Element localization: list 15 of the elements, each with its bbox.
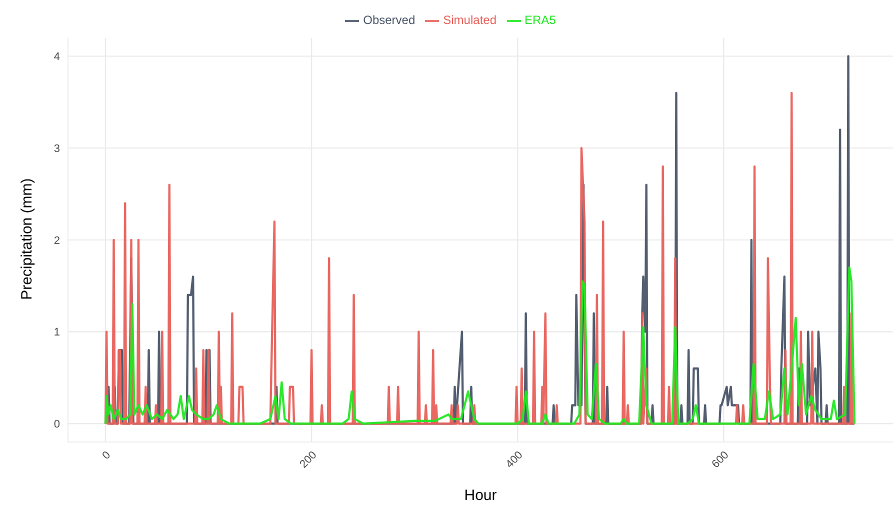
x-axis-title: Hour xyxy=(464,487,497,504)
x-tick-label: 0 xyxy=(100,449,114,462)
y-tick-label: 0 xyxy=(54,418,60,431)
legend-label: Simulated xyxy=(443,13,497,27)
y-tick-label: 1 xyxy=(54,326,60,339)
line-series xyxy=(104,266,856,425)
legend-label: Observed xyxy=(363,13,416,27)
y-tick-label: 3 xyxy=(54,142,60,155)
x-tick-label: 200 xyxy=(298,449,320,471)
x-tick-label: 400 xyxy=(504,449,526,471)
x-tick-label: 600 xyxy=(710,449,732,471)
y-tick-label: 2 xyxy=(54,234,60,247)
legend-label: ERA5 xyxy=(524,13,556,27)
y-axis-title: Precipitation (mm) xyxy=(18,178,36,300)
y-tick-label: 4 xyxy=(54,51,60,64)
